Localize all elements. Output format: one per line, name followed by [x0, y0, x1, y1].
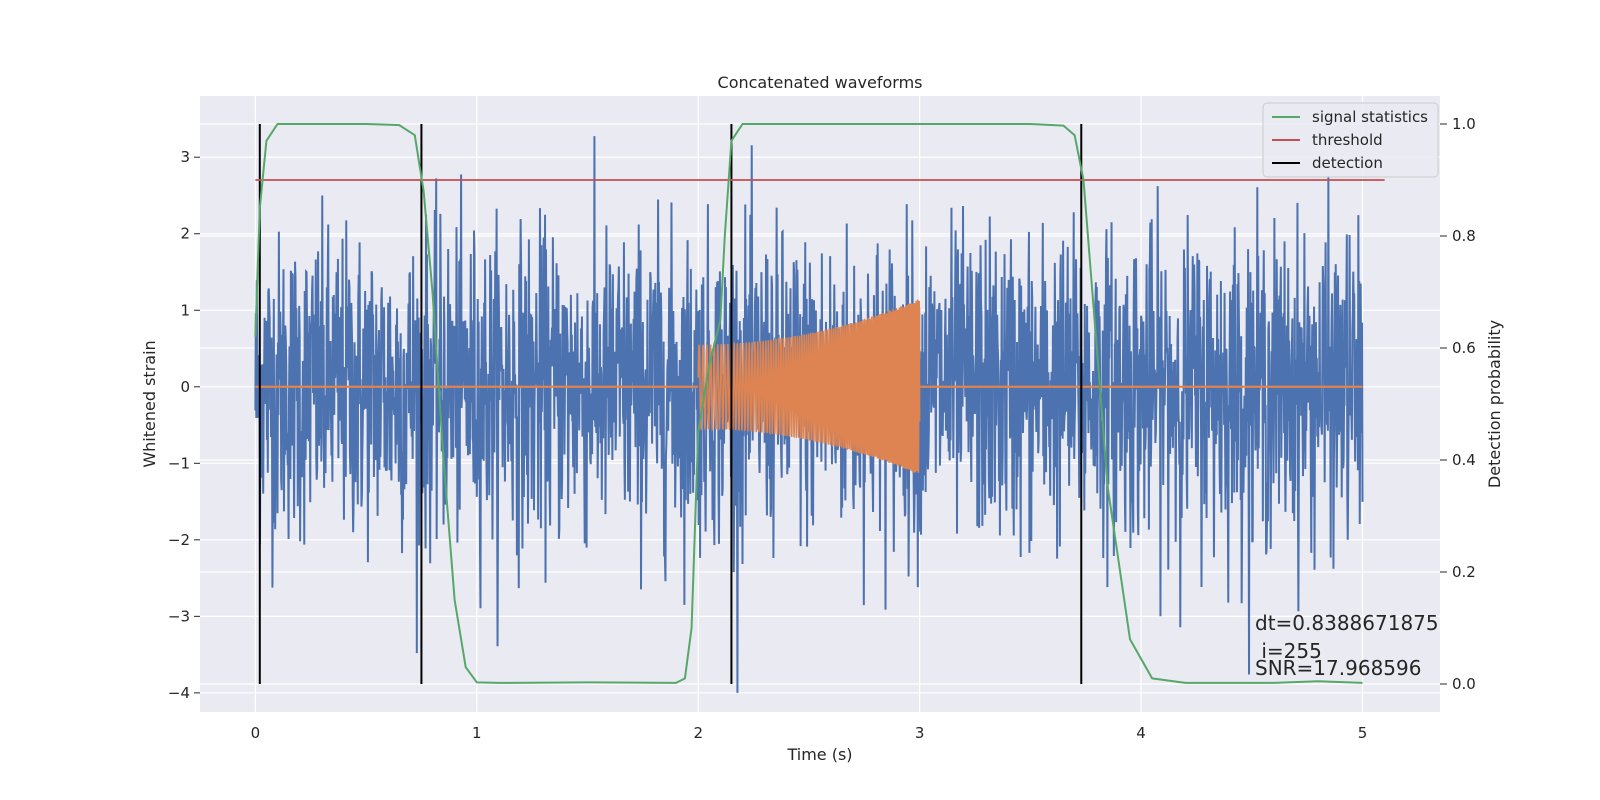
x-tick-label-4: 4 — [1136, 724, 1146, 742]
y-axis-title: Whitened strain — [140, 340, 159, 467]
x-axis-title: Time (s) — [786, 745, 852, 764]
chirp-series-line — [697, 299, 921, 473]
x-tick-label-5: 5 — [1358, 724, 1368, 742]
y2-tick-label-0: 0.0 — [1452, 675, 1476, 693]
y-tick-label-2: −2 — [168, 531, 190, 549]
y2-axis-ticks: 0.0 0.2 0.4 0.6 0.8 1.0 — [1440, 115, 1476, 693]
y-tick-label-7: 3 — [180, 148, 190, 166]
legend-box — [1262, 102, 1439, 178]
legend-label-threshold: threshold — [1312, 131, 1383, 149]
y-tick-label-4: 0 — [180, 378, 190, 396]
annotation-index: i=255 — [1255, 639, 1322, 663]
legend-label-detection: detection — [1312, 154, 1383, 172]
annotation-dt: dt=0.8388671875 — [1255, 611, 1439, 635]
legend-label-signal-statistics: signal statistics — [1312, 108, 1428, 126]
y2-tick-label-3: 0.6 — [1452, 339, 1476, 357]
x-tick-label-0: 0 — [251, 724, 261, 742]
x-axis-ticks: 0 1 2 3 4 5 — [251, 724, 1368, 742]
x-tick-label-3: 3 — [915, 724, 925, 742]
y2-tick-label-5: 1.0 — [1452, 115, 1476, 133]
legend: signal statistics threshold detection — [1262, 102, 1439, 178]
y2-axis-title: Detection probability — [1485, 320, 1504, 488]
y2-tick-label-1: 0.2 — [1452, 563, 1476, 581]
y-axis-ticks: −4 −3 −2 −1 0 1 2 3 — [168, 148, 200, 702]
y-tick-label-1: −3 — [168, 607, 190, 625]
y2-tick-label-4: 0.8 — [1452, 227, 1476, 245]
y-tick-label-3: −1 — [168, 454, 190, 472]
chart-title: Concatenated waveforms — [718, 73, 923, 92]
y2-tick-label-2: 0.4 — [1452, 451, 1476, 469]
signal-statistics-line — [254, 123, 1363, 684]
y-tick-label-6: 2 — [180, 225, 190, 243]
y-tick-label-0: −4 — [168, 684, 190, 702]
x-tick-label-2: 2 — [693, 724, 703, 742]
annotation-snr: SNR=17.968596 — [1255, 656, 1421, 680]
x-tick-label-1: 1 — [472, 724, 482, 742]
y-tick-label-5: 1 — [180, 301, 190, 319]
overlay-layer — [254, 123, 1385, 684]
